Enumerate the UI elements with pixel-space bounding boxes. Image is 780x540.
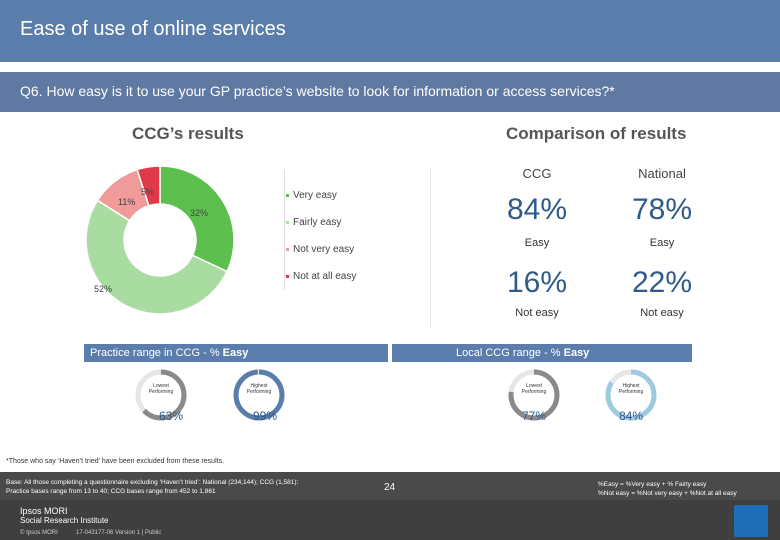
- ring-fill: [233, 369, 285, 421]
- copyright: © Ipsos MORI: [20, 530, 58, 536]
- practice-lowest-label: Lowest Performing: [148, 383, 174, 395]
- base-line-2: Practice bases range from 13 to 40; CCG …: [6, 488, 216, 495]
- ccg-lowest-ring: [508, 369, 560, 421]
- legend-swatch: [286, 220, 289, 224]
- ccg-range-title: Local CCG range - % Easy: [456, 347, 589, 359]
- national-easy-label: Easy: [649, 237, 675, 249]
- practice-lowest-value: 63%: [158, 409, 184, 423]
- pie-label-very-easy: 32%: [190, 208, 209, 218]
- ccg-lowest-label: Lowest Performing: [521, 383, 547, 395]
- ring-fill: [508, 369, 560, 421]
- comparison-heading: Comparison of results: [506, 124, 687, 143]
- ccg-highest-label: Highest Performing: [618, 383, 644, 395]
- practice-highest-label: Highest Performing: [246, 383, 272, 395]
- legend-label: Not very easy: [293, 244, 355, 255]
- bottom-strip: [0, 500, 780, 540]
- practice-range-bar: [84, 344, 388, 362]
- practice-range-title: Practice range in CCG - % Easy: [90, 347, 248, 359]
- pie-slice-very-easy: [159, 165, 235, 273]
- ipsos-logo-icon: [734, 505, 768, 537]
- page-title: Ease of use of online services: [20, 18, 286, 40]
- ccg-lowest-value: 77%: [521, 409, 547, 423]
- ccg-not-easy-label: Not easy: [515, 307, 559, 319]
- ccg-results-heading: CCG’s results: [132, 124, 244, 143]
- legend-label: Not at all easy: [293, 271, 357, 282]
- ccg-easy-label: Easy: [524, 237, 550, 249]
- legend-item-not-at-all-easy: Not at all easy: [286, 271, 356, 282]
- footer-bar: [0, 472, 780, 500]
- legend-swatch: [286, 193, 289, 197]
- title-bar: [0, 0, 780, 62]
- legend-divider: [284, 170, 286, 290]
- donut-chart: [85, 165, 235, 315]
- page-number: 24: [384, 482, 396, 493]
- ccg-range-title-bold: Easy: [563, 347, 590, 359]
- ccg-range-bar: [392, 344, 692, 362]
- practice-highest-value: 99%: [252, 409, 278, 423]
- base-line-1: Base: All those completing a questionnai…: [6, 479, 299, 486]
- practice-range-title-bold: Easy: [222, 347, 249, 359]
- practice-lowest-ring: [135, 369, 187, 421]
- pie-label-not-at-all-easy: 5%: [141, 187, 155, 197]
- definition-line-2: %Not easy = %Not very easy + %Not at all…: [598, 490, 737, 497]
- definition-line-1: %Easy = %Very easy + % Fairly easy: [598, 481, 707, 488]
- legend-swatch: [286, 247, 289, 251]
- national-column-header: National: [638, 166, 686, 181]
- question-bar: [0, 72, 780, 112]
- legend-swatch: [286, 274, 289, 278]
- ccg-column-header: CCG: [522, 166, 552, 181]
- ccg-range-title-prefix: Local CCG range - %: [456, 347, 564, 359]
- comparison-divider: [430, 168, 431, 328]
- question-text: Q6. How easy is it to use your GP practi…: [20, 83, 615, 99]
- brand-name: Ipsos MORI: [20, 506, 68, 516]
- legend-item-fairly-easy: Fairly easy: [286, 217, 341, 228]
- ccg-highest-ring: [605, 369, 657, 421]
- legend-label: Fairly easy: [293, 217, 342, 228]
- ring-fill: [135, 369, 187, 421]
- pie-label-fairly-easy: 52%: [94, 284, 113, 294]
- legend-item-not-very-easy: Not very easy: [286, 244, 354, 255]
- pie-slice-fairly-easy: [85, 199, 228, 315]
- national-not-easy-value: 22%: [631, 266, 693, 299]
- practice-range-title-prefix: Practice range in CCG - %: [90, 347, 223, 359]
- brand-subtitle: Social Research Institute: [20, 516, 109, 525]
- national-easy-value: 78%: [631, 193, 693, 226]
- legend-item-very-easy: Very easy: [286, 190, 337, 201]
- ccg-easy-value: 84%: [506, 193, 568, 226]
- version: 17-043177-06 Version 1 | Public: [76, 530, 162, 536]
- pie-label-not-very-easy: 11%: [118, 197, 136, 207]
- ccg-highest-value: 84%: [618, 409, 644, 423]
- pie-slice-not-at-all-easy: [136, 165, 161, 207]
- ring-fill: [605, 369, 657, 421]
- practice-highest-ring: [233, 369, 285, 421]
- legend-label: Very easy: [293, 190, 337, 201]
- footnote: *Those who say ‘Haven’t tried’ have been…: [6, 458, 225, 465]
- ccg-not-easy-value: 16%: [506, 266, 568, 299]
- national-not-easy-label: Not easy: [640, 307, 684, 319]
